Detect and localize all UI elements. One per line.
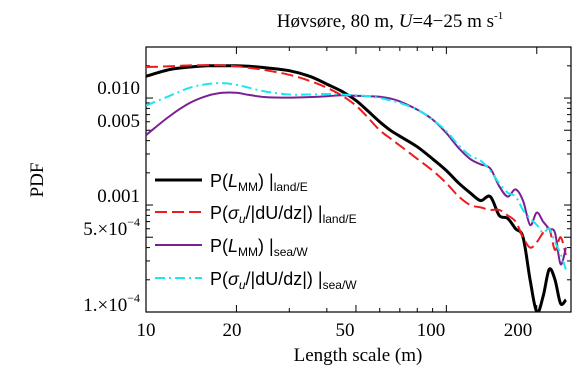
x-tick-label-50: 50 [336, 320, 355, 341]
series-line-sigma-land [146, 64, 567, 256]
series-line-lmm-sea [146, 91, 567, 266]
x-tick-label-10: 10 [137, 320, 156, 341]
x-tick-labels: 10 20 50 100 200 [137, 320, 533, 341]
x-tick-label-100: 100 [417, 320, 446, 341]
series-line-sigma-sea [146, 82, 567, 270]
chart-title: Høvsøre, 80 m, U=4−25 m s-1 [277, 10, 503, 32]
legend-label-lmm-sea: P(LMM) |sea/W [210, 236, 308, 259]
y-tick-label-0.005: 0.005 [97, 111, 140, 132]
legend-label-sigma-sea: P(σu/|dU/dz|) |sea/W [210, 269, 357, 292]
plot-frame [145, 46, 572, 313]
legend-entry-sigma-sea: P(σu/|dU/dz|) |sea/W [155, 269, 357, 292]
legend-entry-lmm-land: P(LMM) |land/E [155, 171, 308, 194]
legend-label-lmm-land: P(LMM) |land/E [210, 171, 308, 194]
y-tick-label-5e-4: 5.×10−4 [83, 215, 140, 240]
y-axis-label: PDF [27, 163, 48, 198]
x-tick-label-200: 200 [504, 320, 533, 341]
y-tick-label-0.010: 0.010 [97, 78, 140, 99]
series-group [146, 64, 568, 312]
legend: P(LMM) |land/E P(σu/|dU/dz|) |land/E P(L… [155, 171, 357, 292]
legend-entry-sigma-land: P(σu/|dU/dz|) |land/E [155, 203, 357, 226]
x-tick-label-20: 20 [223, 320, 242, 341]
y-tick-labels: 0.010 0.005 0.001 5.×10−4 1.×10−4 [83, 78, 140, 316]
y-tick-label-0.001: 0.001 [97, 186, 140, 207]
x-axis-label: Length scale (m) [294, 345, 423, 366]
series-line-lmm-land [146, 64, 568, 312]
y-tick-label-1e-4: 1.×10−4 [83, 291, 140, 316]
axis-ticks [145, 46, 571, 313]
legend-label-sigma-land: P(σu/|dU/dz|) |land/E [210, 203, 357, 226]
legend-entry-lmm-sea: P(LMM) |sea/W [155, 236, 308, 259]
